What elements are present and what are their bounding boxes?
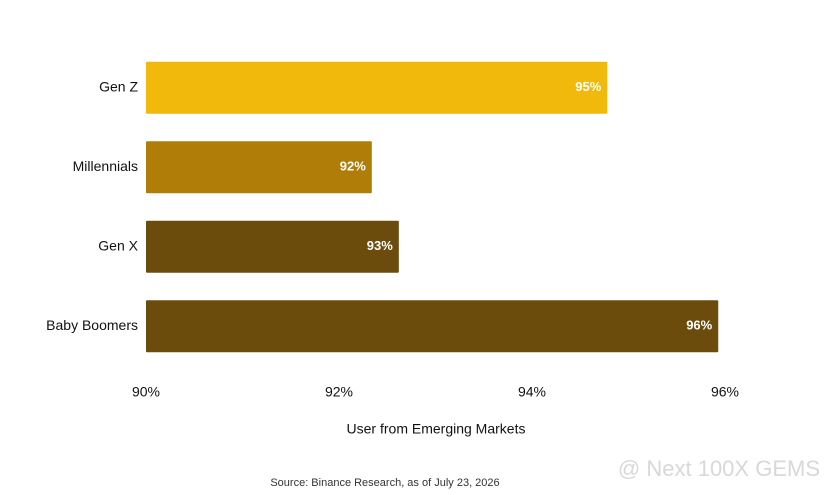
value-label: 96% (686, 318, 712, 333)
x-tick-label: 96% (711, 384, 739, 400)
x-tick-label: 92% (325, 384, 353, 400)
value-label: 93% (367, 238, 393, 253)
y-tick-label: Millennials (73, 158, 138, 174)
watermark: @ Next 100X GEMS (618, 456, 820, 481)
value-label: 95% (575, 79, 601, 94)
y-tick-label: Gen X (98, 237, 138, 253)
bar (146, 220, 399, 273)
x-axis-label: User from Emerging Markets (347, 421, 526, 437)
bar (146, 141, 372, 194)
source-note: Source: Binance Research, as of July 23,… (270, 477, 499, 489)
value-label: 92% (340, 159, 366, 174)
y-tick-label: Baby Boomers (46, 317, 138, 333)
x-tick-label: 94% (518, 384, 546, 400)
y-tick-label: Gen Z (99, 78, 138, 94)
bar (146, 300, 719, 353)
x-tick-label: 90% (132, 384, 160, 400)
bar (146, 61, 608, 114)
